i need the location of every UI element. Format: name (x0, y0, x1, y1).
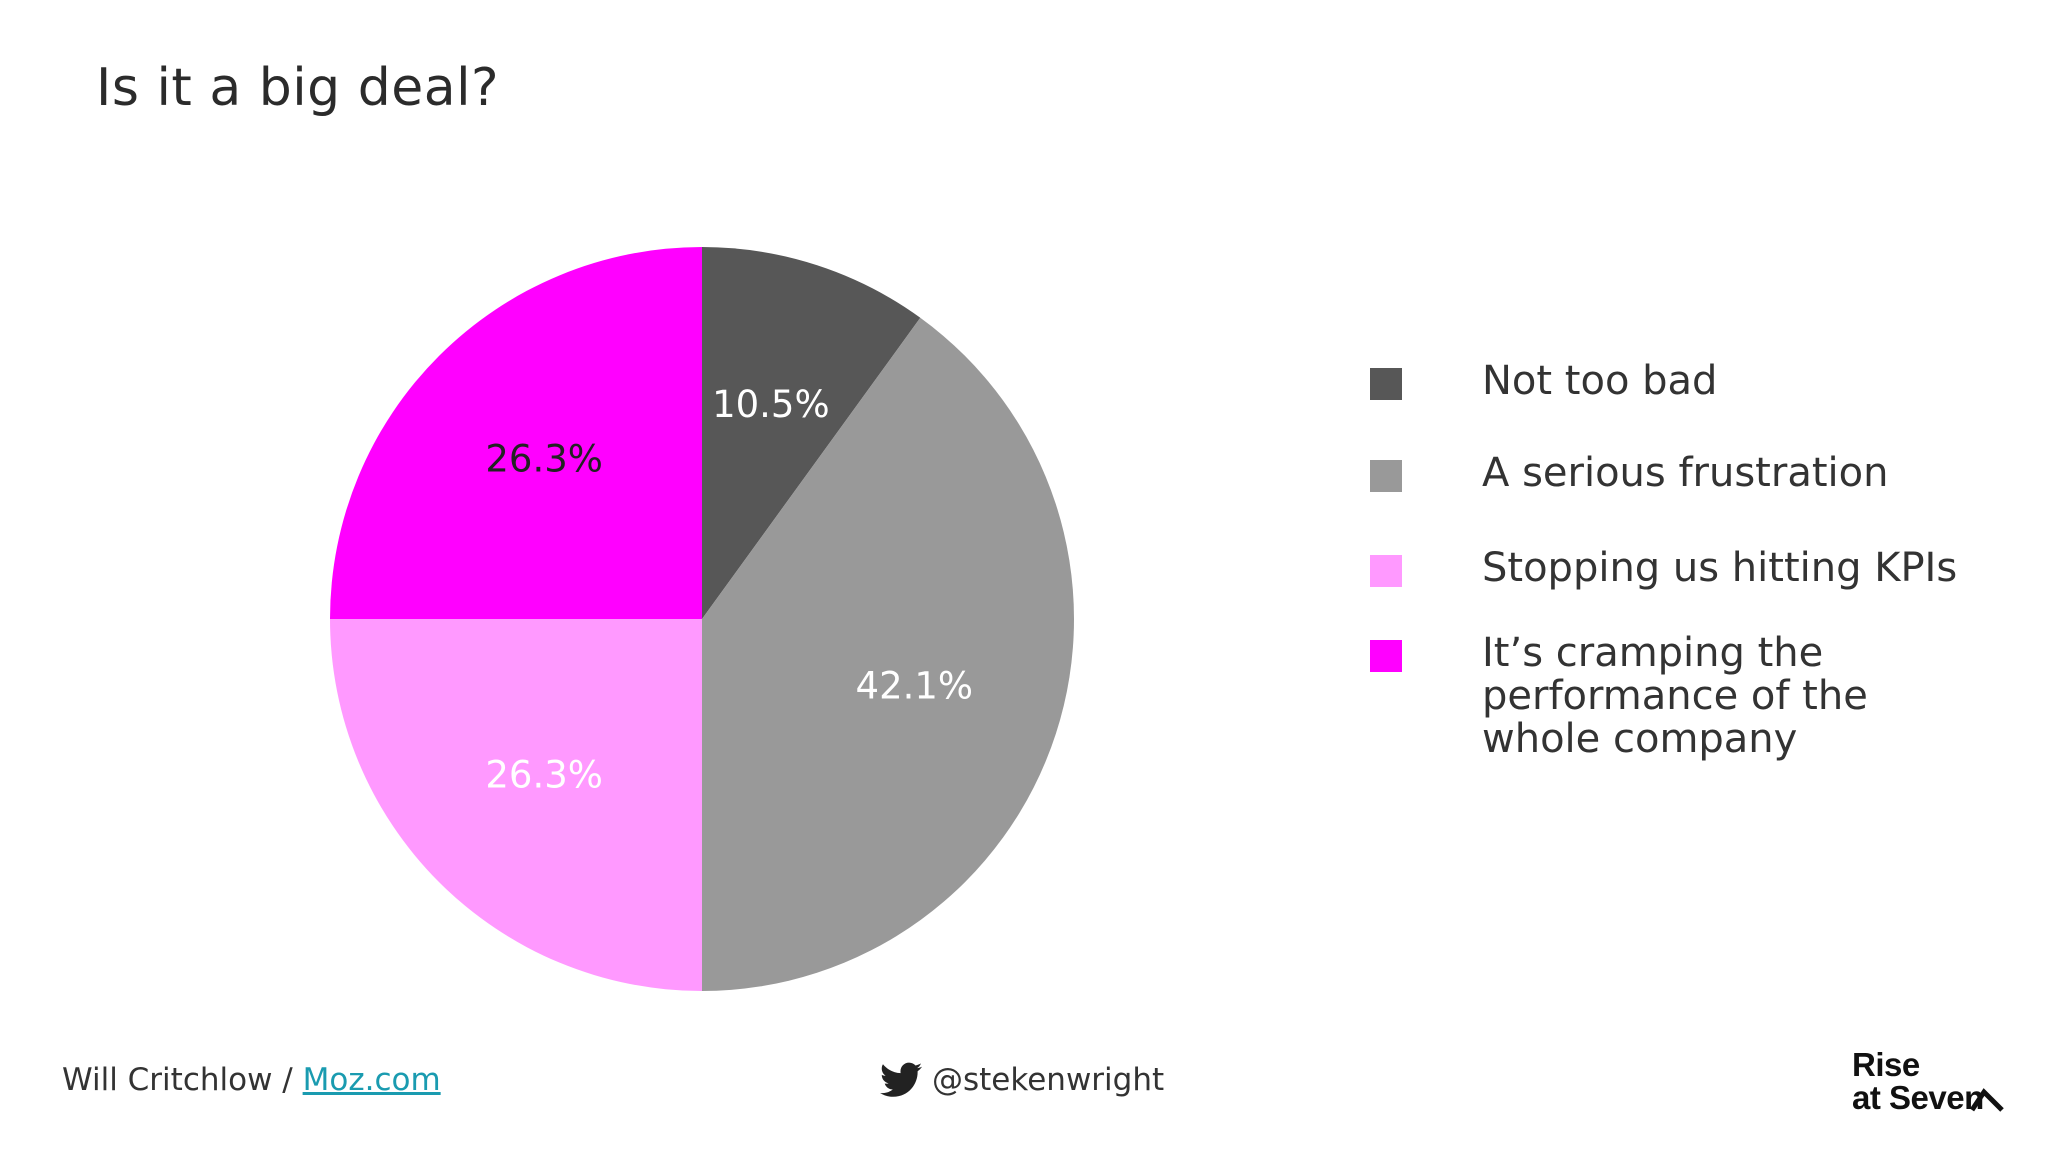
footer-author: Will Critchlow / (62, 1062, 303, 1098)
legend-item-stopping-kpis: Stopping us hitting KPIs (1370, 547, 1990, 590)
legend-item-not-too-bad: Not too bad (1370, 360, 1990, 403)
legend-swatch (1370, 368, 1402, 400)
twitter-bird-icon (880, 1062, 922, 1097)
pie-slice-label-1: 42.1% (856, 664, 974, 707)
logo-line-1: Rise (1852, 1046, 1920, 1083)
legend-label: Stopping us hitting KPIs (1482, 545, 1958, 591)
moz-link[interactable]: Moz.com (302, 1062, 441, 1098)
pie-slice-0 (702, 247, 921, 619)
pie-slice-1 (702, 317, 1075, 992)
rise-at-seven-logo: Rise at Seven (1852, 1046, 2004, 1118)
footer-credit: Will Critchlow / Moz.com (62, 1062, 441, 1098)
legend-label: A serious frustration (1482, 450, 1889, 496)
legend-item-cramping-performance: It’s cramping the performance of the who… (1370, 632, 1990, 761)
pie-slice-label-2: 26.3% (485, 753, 603, 796)
slide-title: Is it a big deal? (96, 58, 500, 118)
footer-twitter: @stekenwright (880, 1062, 1164, 1098)
legend-item-serious-frustration: A serious frustration (1370, 452, 1990, 495)
pie-slice-2 (330, 619, 702, 991)
legend-swatch (1370, 460, 1402, 492)
legend-label: Not too bad (1482, 358, 1718, 404)
legend-swatch (1370, 555, 1402, 587)
legend-swatch (1370, 640, 1402, 672)
legend-label: It’s cramping the performance of the who… (1482, 630, 1868, 762)
pie-slice-label-0: 10.5% (712, 383, 830, 426)
logo-arrow-icon (1970, 1088, 2004, 1112)
pie-slice-label-3: 26.3% (485, 438, 603, 481)
logo-line-2: at Seven (1852, 1079, 1984, 1116)
pie-slice-3 (330, 247, 702, 619)
twitter-handle: @stekenwright (932, 1062, 1165, 1098)
